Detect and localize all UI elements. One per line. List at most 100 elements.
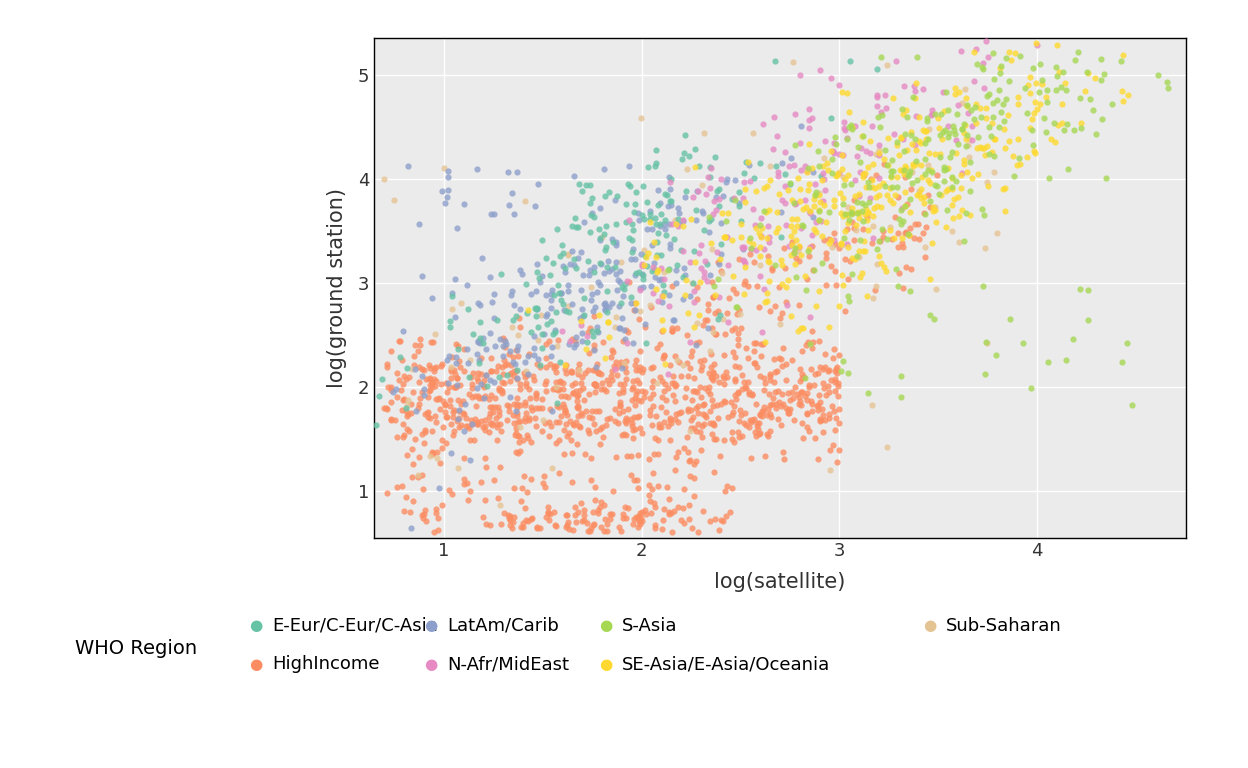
Point xyxy=(594,163,614,175)
Point xyxy=(973,210,993,222)
Point xyxy=(735,275,755,287)
Point xyxy=(543,341,563,353)
Point xyxy=(733,253,753,266)
Point xyxy=(441,315,461,327)
Point xyxy=(704,400,724,412)
Point xyxy=(980,147,1000,160)
Point xyxy=(852,267,872,280)
Point xyxy=(678,445,698,458)
Point xyxy=(457,412,477,425)
Point xyxy=(785,198,805,210)
Point xyxy=(567,438,587,450)
Point xyxy=(830,187,850,199)
Point xyxy=(636,260,656,273)
Point xyxy=(835,174,855,186)
Point xyxy=(568,252,588,264)
Point xyxy=(776,374,796,386)
Point xyxy=(377,358,397,370)
Point xyxy=(901,263,921,275)
Point xyxy=(392,404,412,416)
Point xyxy=(1000,46,1020,58)
Point xyxy=(572,319,592,331)
Point xyxy=(1052,98,1072,110)
Point xyxy=(403,386,423,399)
Point xyxy=(965,74,985,87)
Point xyxy=(1027,39,1047,51)
Point xyxy=(716,509,736,521)
Point xyxy=(794,370,814,382)
Point xyxy=(729,415,749,427)
Point xyxy=(449,421,469,433)
Point xyxy=(579,269,599,281)
Point xyxy=(599,265,619,277)
Point xyxy=(422,381,442,393)
Point xyxy=(626,374,646,386)
Point xyxy=(834,178,854,190)
Point xyxy=(758,295,778,307)
Point xyxy=(588,321,608,333)
Point xyxy=(513,469,533,482)
Point xyxy=(987,94,1007,106)
Point xyxy=(493,350,513,362)
Point xyxy=(509,312,529,324)
Point xyxy=(915,153,935,165)
Point xyxy=(880,224,900,237)
Point xyxy=(654,273,674,286)
Point xyxy=(871,109,891,121)
Point xyxy=(626,411,646,423)
Point xyxy=(792,432,812,445)
Point xyxy=(640,362,660,374)
Point xyxy=(679,499,699,511)
Point xyxy=(684,372,704,384)
Point xyxy=(887,136,907,148)
Point xyxy=(1038,356,1058,368)
Point xyxy=(990,84,1010,96)
Point xyxy=(631,248,651,260)
Point xyxy=(490,425,510,437)
Point xyxy=(538,506,558,518)
Point xyxy=(691,431,711,443)
Point xyxy=(835,207,855,220)
Point xyxy=(845,190,865,202)
Point xyxy=(800,240,820,253)
Point xyxy=(790,362,810,375)
Point xyxy=(535,361,555,373)
Point xyxy=(773,360,792,372)
Point xyxy=(467,163,487,175)
Point xyxy=(880,194,900,206)
Point xyxy=(663,314,683,326)
Point xyxy=(734,376,754,389)
Point xyxy=(983,111,1003,123)
Point xyxy=(829,167,849,179)
Point xyxy=(432,434,452,446)
Point xyxy=(535,353,555,365)
Point xyxy=(867,100,887,112)
Point xyxy=(474,374,494,386)
Point xyxy=(841,122,861,134)
Point xyxy=(489,382,509,394)
Point xyxy=(705,369,725,382)
Point xyxy=(419,372,439,385)
Point xyxy=(661,194,681,207)
Point xyxy=(528,334,548,346)
Point xyxy=(598,525,618,537)
Point xyxy=(750,157,770,169)
Point xyxy=(681,422,701,435)
Point xyxy=(817,157,837,170)
Point xyxy=(580,179,600,191)
Point xyxy=(563,418,583,430)
Point xyxy=(584,378,604,390)
Point xyxy=(832,269,852,281)
Point xyxy=(1017,108,1037,120)
Point xyxy=(1022,124,1042,137)
Point xyxy=(723,283,743,295)
Point xyxy=(976,336,996,349)
Point xyxy=(915,250,935,263)
Point xyxy=(708,412,728,424)
Point xyxy=(821,233,841,246)
Point xyxy=(755,243,775,255)
Point xyxy=(859,176,879,188)
Point xyxy=(619,276,639,288)
Point xyxy=(790,194,810,207)
Point xyxy=(690,262,710,274)
